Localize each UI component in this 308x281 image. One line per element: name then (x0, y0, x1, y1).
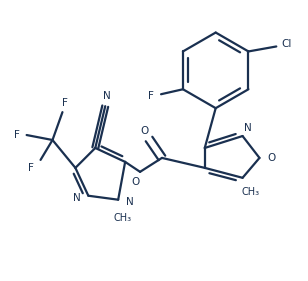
Text: F: F (28, 163, 34, 173)
Text: O: O (140, 126, 148, 136)
Text: CH₃: CH₃ (241, 187, 260, 197)
Text: N: N (126, 197, 134, 207)
Text: F: F (14, 130, 20, 140)
Text: N: N (244, 123, 251, 133)
Text: N: N (103, 91, 111, 101)
Text: N: N (73, 193, 80, 203)
Text: O: O (131, 177, 139, 187)
Text: F: F (62, 98, 67, 108)
Text: F: F (148, 91, 154, 101)
Text: CH₃: CH₃ (113, 213, 131, 223)
Text: O: O (267, 153, 276, 163)
Text: Cl: Cl (281, 39, 291, 49)
